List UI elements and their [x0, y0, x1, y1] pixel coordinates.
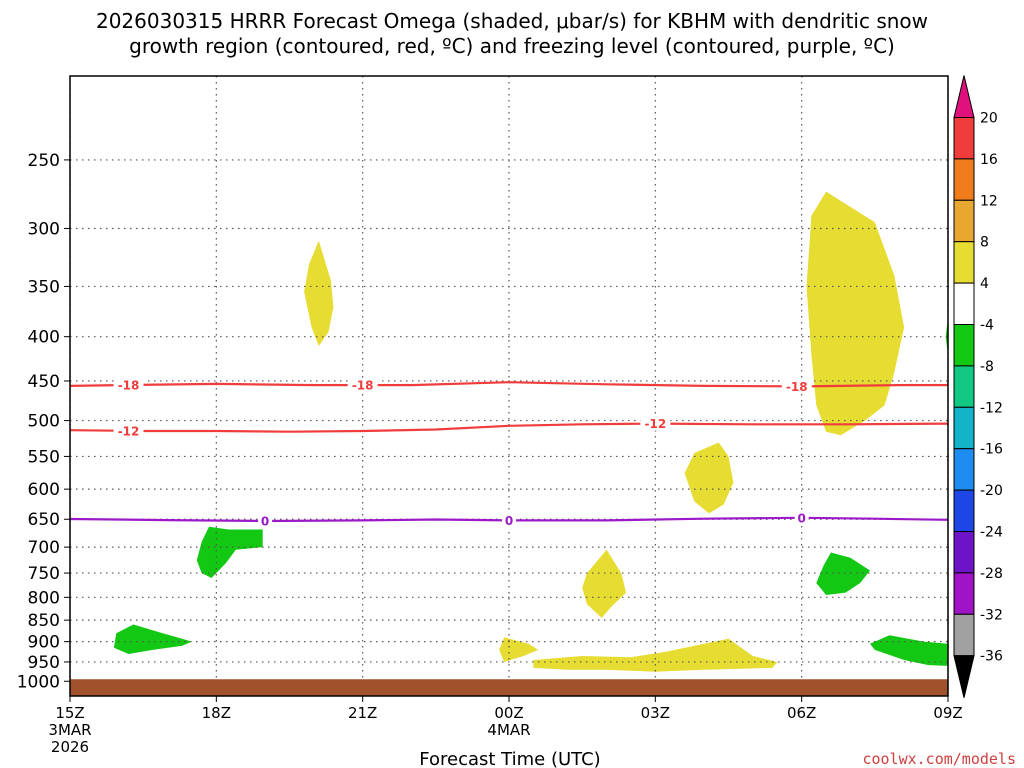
y-tick-label-900: 900: [28, 633, 60, 653]
colorbar-label-6: -8: [980, 359, 994, 375]
x-date-label-0-1: 2026: [51, 738, 89, 756]
contour-label-0-2: 0: [797, 511, 805, 525]
omega-region-5: [533, 638, 778, 672]
y-tick-label-950: 950: [28, 653, 60, 673]
ground-surface: [70, 679, 948, 696]
colorbar-swatch-5: [953, 324, 975, 367]
contour-label-bg--12-1: [640, 416, 671, 431]
colorbar: 20 16 12 8 4 -4 -8 -12 -16 -20 -24 -28 -32 -36: [953, 75, 1003, 698]
y-tick-label-300: 300: [28, 219, 60, 239]
contour-label-bg--18-1: [347, 378, 378, 393]
x-tick-label-6: 21Z: [348, 704, 377, 722]
contour-label-bg--18-0: [113, 377, 144, 392]
y-tick-label-550: 550: [28, 447, 60, 467]
contour-label--18-2: -18: [786, 380, 808, 394]
colorbar-swatch-3: [953, 241, 975, 284]
contour-label-bg-0-2: [794, 510, 809, 525]
y-axis-pressure: 2503003504004505005506006507007508008509…: [17, 151, 70, 692]
omega-shaded-regions: [113, 191, 948, 672]
colorbar-label-13: -36: [980, 649, 1003, 665]
colorbar-swatch-12: [953, 613, 975, 657]
y-tick-label-650: 650: [28, 510, 60, 530]
y-tick-label-400: 400: [28, 328, 60, 348]
omega-region-1: [806, 191, 905, 436]
omega-region-2: [684, 442, 734, 514]
colorbar-swatch-2: [953, 199, 975, 243]
y-tick-label-350: 350: [28, 277, 60, 297]
chart-title-line1: 2026030315 HRRR Forecast Omega (shaded, …: [96, 9, 928, 33]
colorbar-swatch-6: [953, 365, 975, 408]
x-axis-label: Forecast Time (UTC): [419, 749, 600, 768]
contour-label--12-1: -12: [644, 417, 666, 431]
colorbar-label-1: 16: [980, 152, 998, 168]
x-date-label-0-0: 3MAR: [48, 721, 91, 739]
x-tick-label-15: 06Z: [787, 704, 816, 722]
omega-region-6: [196, 526, 263, 578]
omega-region-3: [582, 549, 627, 618]
y-tick-label-450: 450: [28, 372, 60, 392]
x-tick-label-12: 03Z: [641, 704, 670, 722]
y-tick-label-800: 800: [28, 588, 60, 608]
contour-label-0-0: 0: [261, 514, 269, 528]
omega-region-8: [816, 552, 870, 595]
colorbar-label-7: -12: [980, 400, 1003, 416]
contour-label--18-0: -18: [118, 378, 140, 392]
contour-label--12-0: -12: [118, 424, 140, 438]
colorbar-swatch-8: [953, 448, 975, 491]
y-tick-label-700: 700: [28, 538, 60, 558]
credit-text: coolwx.com/models: [862, 750, 1016, 768]
colorbar-bottom-arrow: [953, 655, 975, 698]
contour-label-bg--12-0: [113, 423, 144, 438]
y-tick-label-500: 500: [28, 412, 60, 432]
omega-region-7: [113, 624, 192, 654]
omega-region-0: [304, 240, 334, 346]
colorbar-swatch-0: [953, 117, 975, 160]
grid-lines: [69, 76, 949, 696]
omega-region-9: [870, 635, 948, 666]
colorbar-label-12: -32: [980, 607, 1003, 623]
y-tick-label-600: 600: [28, 480, 60, 500]
colorbar-label-9: -20: [980, 483, 1003, 499]
x-tick-label-0: 15Z: [55, 704, 84, 722]
y-tick-label-850: 850: [28, 611, 60, 631]
colorbar-label-11: -28: [980, 566, 1003, 582]
colorbar-swatch-1: [953, 158, 975, 201]
y-tick-label-250: 250: [28, 151, 60, 171]
temperature-contours: -18 -18 -18 -12 -12 0 0 0: [69, 377, 949, 528]
contour-label-bg-0-0: [258, 513, 273, 528]
x-tick-label-9: 00Z: [494, 704, 523, 722]
colorbar-label-8: -16: [980, 442, 1003, 458]
colorbar-swatch-9: [953, 489, 975, 533]
contour-label-bg-0-1: [502, 513, 516, 528]
colorbar-label-2: 12: [980, 193, 998, 209]
x-tick-label-3: 18Z: [202, 704, 231, 722]
colorbar-label-5: -4: [980, 318, 994, 334]
contour-label--18-1: -18: [352, 379, 374, 393]
plot-area: -18 -18 -18 -12 -12 0 0 0: [69, 75, 949, 697]
y-tick-label-1000: 1000: [17, 672, 60, 692]
colorbar-label-3: 8: [980, 235, 989, 251]
y-tick-label-750: 750: [28, 564, 60, 584]
colorbar-label-4: 4: [980, 276, 989, 292]
chart-title-line2: growth region (contoured, red, ºC) and f…: [129, 34, 895, 58]
omega-region-4: [499, 637, 539, 662]
colorbar-label-0: 20: [980, 111, 998, 127]
x-date-label-9-0: 4MAR: [487, 721, 530, 739]
x-tick-label-18: 09Z: [933, 704, 962, 722]
contour-line--18: [69, 381, 948, 388]
contour-label-bg--18-2: [781, 379, 812, 394]
colorbar-top-arrow: [953, 75, 975, 118]
colorbar-swatch-11: [953, 572, 975, 615]
contour-label-0-1: 0: [505, 514, 513, 528]
contour-line--12: [69, 422, 949, 433]
colorbar-swatch-7: [953, 406, 975, 450]
colorbar-swatch-10: [953, 531, 975, 574]
colorbar-label-10: -24: [980, 525, 1003, 541]
colorbar-swatch-4: [953, 282, 975, 326]
